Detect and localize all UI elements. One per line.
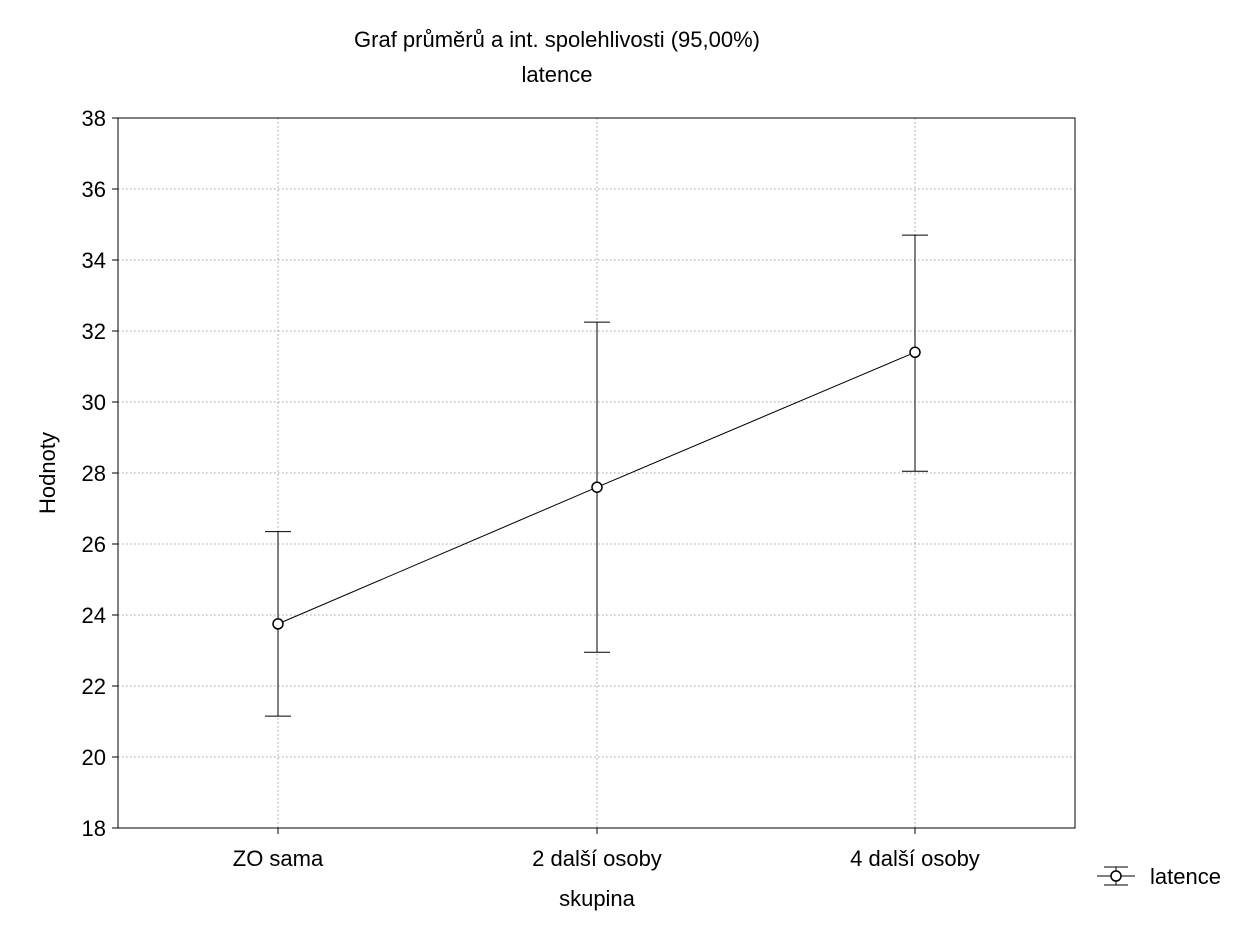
axes: 18 20 22 24 26 28 30 32 34 36 38 ZO sama 2 další oso… (82, 106, 1076, 871)
legend-label: latence (1150, 864, 1221, 889)
plot-frame (117, 117, 1076, 829)
y-tick-label: 22 (82, 674, 106, 699)
legend: latence (1097, 864, 1221, 889)
legend-symbol (1097, 866, 1135, 886)
y-tick-label: 34 (82, 248, 106, 273)
data-series (265, 234, 928, 717)
data-point (909, 346, 921, 359)
x-tick-label: ZO sama (233, 846, 324, 871)
y-tick-label: 30 (82, 390, 106, 415)
y-tick-label: 20 (82, 745, 106, 770)
data-point (272, 618, 284, 630)
y-tick-label: 24 (82, 603, 106, 628)
y-tick-label: 36 (82, 177, 106, 202)
y-tick-label: 26 (82, 532, 106, 557)
y-tick-label: 38 (82, 106, 106, 131)
data-point (591, 481, 603, 493)
y-tick-label: 18 (82, 816, 106, 841)
x-axis-label: skupina (559, 886, 636, 911)
y-tick-label: 28 (82, 461, 106, 486)
y-tick-label: 32 (82, 319, 106, 344)
chart-subtitle: latence (522, 62, 593, 87)
x-tick-label: 4 další osoby (850, 846, 980, 871)
x-tick-label: 2 další osoby (532, 846, 662, 871)
y-axis-label: Hodnoty (35, 432, 60, 514)
chart-title: Graf průměrů a int. spolehlivosti (95,00… (354, 27, 760, 52)
legend-marker (1110, 870, 1122, 882)
